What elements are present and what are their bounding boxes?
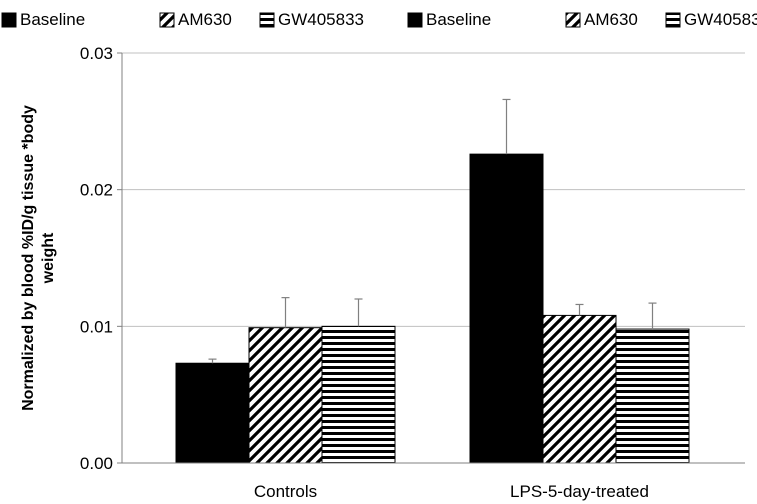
x-category-label: Controls (254, 482, 317, 501)
bar-am630-controls (248, 327, 323, 464)
y-axis-label: Normalized by blood %ID/g tissue *body w… (20, 105, 57, 411)
y-axis-label-line-2: weight (40, 232, 57, 284)
legend: Baseline AM630 GW405833 Baseline AM630 GW4058… (1, 10, 757, 29)
y-axis-label-line-1: Normalized by blood %ID/g tissue *body (20, 105, 37, 411)
bars (175, 153, 690, 464)
legend-swatch-gw405833 (259, 12, 275, 28)
bar-baseline-lps (469, 153, 544, 464)
legend-label-baseline: Baseline (20, 10, 85, 29)
legend-swatch-am630 (565, 12, 581, 28)
y-tick-label: 0.00 (80, 454, 113, 473)
gridlines (122, 52, 745, 327)
legend-swatch-baseline (407, 12, 423, 28)
legend-label-gw405833: GW405833 (684, 10, 757, 29)
legend-label-am630: AM630 (584, 10, 638, 29)
category-labels: Controls LPS-5-day-treated (254, 482, 649, 501)
legend-swatch-am630 (159, 12, 175, 28)
bar-gw405833-lps (615, 328, 690, 464)
y-tick-label: 0.02 (80, 181, 113, 200)
error-bars (208, 98, 657, 364)
x-category-label: LPS-5-day-treated (510, 482, 649, 501)
legend-label-gw405833: GW405833 (278, 10, 364, 29)
legend-label-baseline: Baseline (426, 10, 491, 29)
legend-swatch-baseline (1, 12, 17, 28)
y-tick-label: 0.01 (80, 317, 113, 336)
legend-swatch-gw405833 (665, 12, 681, 28)
bar-am630-lps (542, 314, 617, 464)
bar-gw405833-controls (321, 325, 396, 464)
legend-label-am630: AM630 (178, 10, 232, 29)
y-axis-ticks: 0.00 0.01 0.02 0.03 (80, 44, 113, 473)
y-tick-label: 0.03 (80, 44, 113, 63)
axes (117, 52, 745, 464)
bar-baseline-controls (175, 362, 250, 464)
